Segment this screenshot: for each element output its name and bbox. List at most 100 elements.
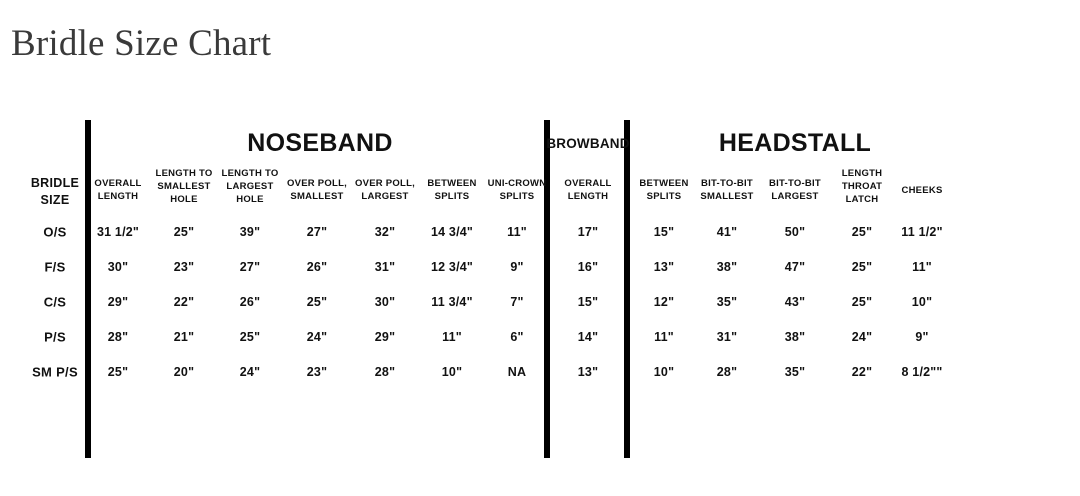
section-heading-browband: BROWBAND (546, 136, 630, 151)
column-header-line: OVER POLL, (354, 178, 416, 189)
column-header-line: BETWEEN (639, 178, 689, 189)
column-header-uni-crown-splits: UNI-CROWN SPLITS (488, 177, 547, 203)
column-header-line: OVERALL (94, 178, 142, 189)
table-cell: NA (507, 365, 527, 379)
table-cell: 47" (784, 260, 806, 274)
stub-header-line: BRIDLE (30, 176, 80, 190)
table-cell: 25" (851, 295, 873, 309)
table-cell: 28" (716, 365, 738, 379)
table-cell: 31 1/2" (96, 225, 140, 239)
table-cell: 35" (784, 365, 806, 379)
column-header-line: CHEEKS (901, 184, 943, 196)
table-cell: 25" (107, 365, 129, 379)
table-cell: 24" (239, 365, 261, 379)
table-cell: 39" (239, 225, 261, 239)
table-cell: 13" (653, 260, 675, 274)
row-label-o-s: O/S (43, 224, 67, 240)
table-cell: 23" (306, 365, 328, 379)
table-cell: 22" (851, 365, 873, 379)
table-cell: 28" (374, 365, 396, 379)
column-header-line: HOLE (236, 193, 264, 205)
table-cell: 13" (577, 365, 599, 379)
row-label-sm-p-s: SM P/S (32, 364, 78, 380)
table-cell: 30" (374, 295, 396, 309)
column-header-line: LENGTH (97, 191, 139, 202)
table-cell: 11 1/2" (901, 225, 943, 239)
table-cell: 15" (653, 225, 675, 239)
column-header-line: BETWEEN (427, 178, 477, 189)
column-header-line: OVERALL (564, 178, 612, 189)
table-cell: 15" (577, 295, 599, 309)
stub-header-bridle-size: BRIDLE SIZE (31, 175, 79, 209)
table-cell: 20" (173, 365, 195, 379)
column-header-length-throat-latch: LENGTH THROAT LATCH (842, 167, 883, 206)
column-header-line: BIT-TO-BIT (701, 178, 753, 189)
table-cell: 29" (107, 295, 129, 309)
table-cell: 25" (173, 225, 195, 239)
column-header-between-splits: BETWEEN SPLITS (639, 177, 688, 203)
table-cell: 25" (851, 225, 873, 239)
row-label-f-s: F/S (44, 259, 66, 275)
column-header-line: SMALLEST (157, 180, 211, 192)
column-header-overall-length: OVERALL LENGTH (94, 177, 141, 203)
table-cell: 14 3/4" (430, 225, 474, 239)
table-cell: 30" (107, 260, 129, 274)
page-title: Bridle Size Chart (11, 23, 272, 64)
column-header-line: SPLITS (434, 191, 470, 202)
table-cell: 31" (374, 260, 396, 274)
table-cell: 10" (653, 365, 675, 379)
table-cell: 25" (239, 330, 261, 344)
table-cell: 11 3/4" (431, 295, 473, 309)
table-cell: 25" (306, 295, 328, 309)
column-header-length-to-smallest-hole: LENGTH TO SMALLEST HOLE (156, 167, 213, 206)
column-header-line: LENGTH (567, 191, 609, 202)
table-cell: 22" (173, 295, 195, 309)
table-cell: 41" (716, 225, 738, 239)
table-cell: 9" (915, 330, 929, 344)
table-cell: 11" (442, 330, 462, 344)
table-cell: 16" (577, 260, 599, 274)
section-divider-3 (624, 120, 630, 458)
column-header-line: LENGTH (841, 167, 883, 179)
column-header-line: LARGEST (771, 191, 819, 202)
table-cell: 28" (107, 330, 129, 344)
table-cell: 12" (653, 295, 675, 309)
table-cell: 50" (784, 225, 806, 239)
table-cell: 24" (851, 330, 873, 344)
table-cell: 10" (441, 365, 463, 379)
column-header-line: LATCH (845, 193, 879, 205)
row-label-c-s: C/S (43, 294, 67, 310)
column-header-over-poll-largest: OVER POLL, LARGEST (355, 177, 415, 203)
column-header-overall-length: OVERALL LENGTH (564, 177, 611, 203)
column-header-between-splits: BETWEEN SPLITS (427, 177, 476, 203)
table-cell: 32" (374, 225, 396, 239)
table-cell: 26" (239, 295, 261, 309)
table-cell: 43" (784, 295, 806, 309)
table-cell: 12 3/4" (430, 260, 474, 274)
table-cell: 27" (306, 225, 328, 239)
column-header-cheeks: CHEEKS (901, 184, 942, 197)
table-cell: 11" (507, 225, 527, 239)
table-cell: 25" (851, 260, 873, 274)
row-label-p-s: P/S (44, 329, 66, 345)
table-cell: 11" (912, 260, 932, 274)
table-cell: 27" (239, 260, 261, 274)
table-cell: 10" (911, 295, 933, 309)
bridle-size-chart: NOSEBAND BROWBAND HEADSTALL BRIDLE SIZE OVE… (0, 112, 1080, 462)
column-header-line: SMALLEST (290, 191, 344, 202)
section-heading-noseband: NOSEBAND (247, 129, 393, 157)
table-cell: 14" (577, 330, 599, 344)
column-header-over-poll-smallest: OVER POLL, SMALLEST (287, 177, 347, 203)
table-cell: 23" (173, 260, 195, 274)
section-heading-headstall: HEADSTALL (718, 129, 872, 157)
table-cell: 8 1/2"" (901, 365, 943, 379)
column-header-line: SPLITS (646, 191, 682, 202)
table-cell: 31" (716, 330, 738, 344)
column-header-bit-to-bit-smallest: BIT-TO-BIT SMALLEST (700, 177, 753, 203)
section-divider-2 (544, 120, 550, 458)
column-header-line: SPLITS (499, 191, 535, 202)
table-cell: 17" (577, 225, 599, 239)
column-header-line: OVER POLL, (286, 178, 348, 189)
column-header-line: LARGEST (361, 191, 409, 202)
table-cell: 38" (784, 330, 806, 344)
